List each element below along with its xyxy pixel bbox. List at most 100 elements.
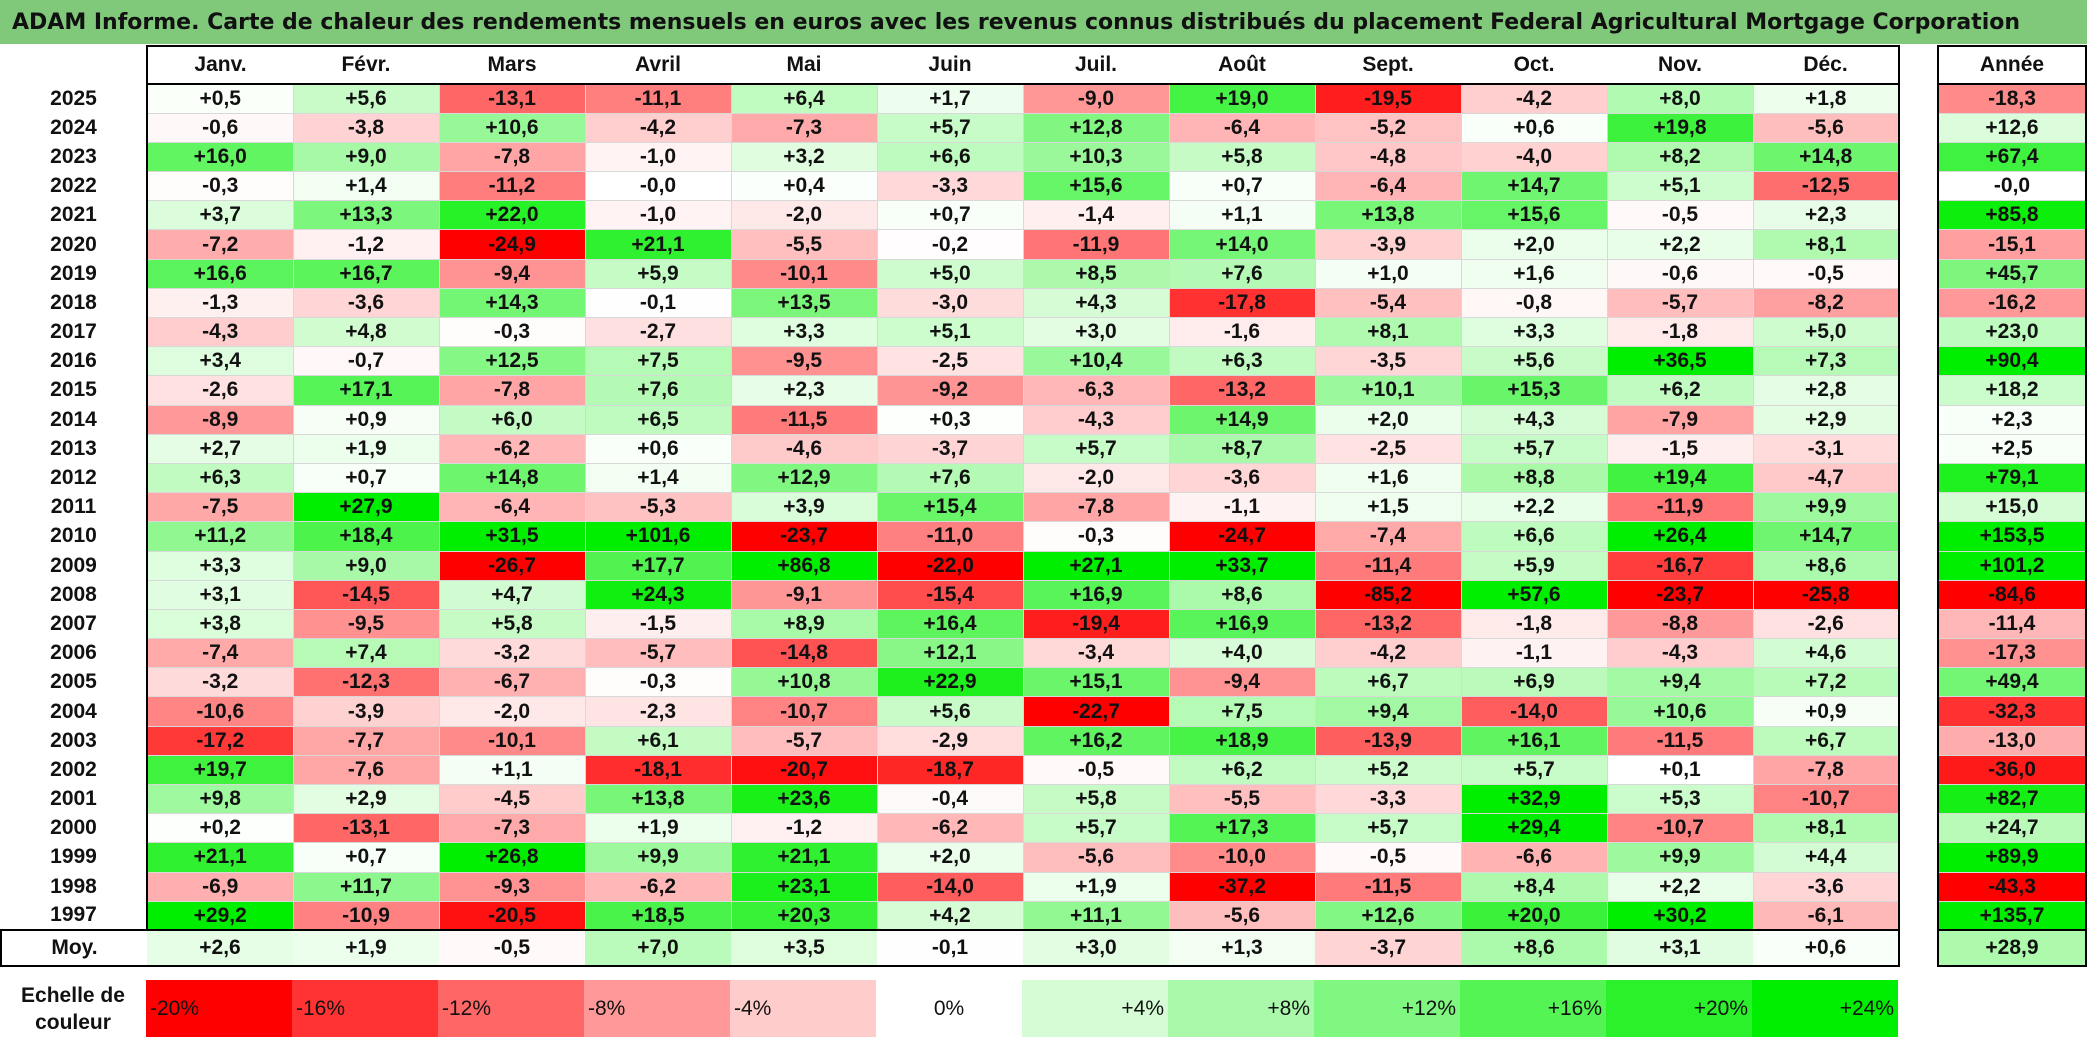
heatmap-cell: -5,4 xyxy=(1314,287,1462,319)
heatmap-cell: -18,7 xyxy=(876,754,1024,786)
heatmap-cell: -3,8 xyxy=(292,112,440,143)
annual-cell: -0,0 xyxy=(1937,171,2087,202)
heatmap-cell: +17,3 xyxy=(1168,813,1316,844)
heatmap-cell: +57,6 xyxy=(1460,579,1608,610)
heatmap-cell: -1,2 xyxy=(730,813,878,844)
heatmap-cell: -5,7 xyxy=(584,638,732,669)
heatmap-cell: -6,4 xyxy=(1168,112,1316,143)
heatmap-cell: -9,4 xyxy=(438,258,586,289)
annual-cell: +2,3 xyxy=(1937,405,2087,435)
heatmap-cell: -16,7 xyxy=(1606,550,1754,581)
heatmap-cell: +0,4 xyxy=(730,171,878,202)
heatmap-cell: +1,5 xyxy=(1314,492,1462,523)
annual-cell: +89,9 xyxy=(1937,842,2087,873)
heatmap-cell: +9,9 xyxy=(1752,492,1900,523)
heatmap-cell: +16,6 xyxy=(146,258,294,289)
heatmap-cell: +3,3 xyxy=(1460,316,1608,348)
heatmap-cell: +5,8 xyxy=(438,608,586,640)
heatmap-cell: +30,2 xyxy=(1606,900,1754,932)
heatmap-cell: -0,2 xyxy=(876,229,1024,260)
heatmap-cell: -10,1 xyxy=(438,725,586,756)
heatmap-cell: -3,6 xyxy=(292,287,440,319)
heatmap-cell: -1,1 xyxy=(1168,492,1316,523)
heatmap-cell: -2,0 xyxy=(438,696,586,727)
year-label: 2014 xyxy=(50,407,97,431)
annual-cell: +82,7 xyxy=(1937,784,2087,815)
heatmap-cell: +11,1 xyxy=(1022,900,1170,932)
color-scale-swatch: 0% xyxy=(876,980,1022,1037)
heatmap-row: 2011 -7,5 +27,9 -6,4 -5,3 +3,9 +15,4 -7,8 -1,1 +1… xyxy=(1,492,1900,523)
monthly-returns-heatmap: Janv. Févr. Mars Avril Mai Juin Juil. Août Sept.… xyxy=(0,45,1900,968)
heatmap-cell: -3,5 xyxy=(1314,346,1462,377)
heatmap-cell: +32,9 xyxy=(1460,783,1608,815)
annual-cell: -32,3 xyxy=(1937,696,2087,727)
heatmap-row: 2009 +3,3 +9,0 -26,7 +17,7 +86,8 -22,0 +27,1 +33… xyxy=(1,550,1900,581)
heatmap-cell: -22,7 xyxy=(1022,696,1170,727)
heatmap-cell: +1,0 xyxy=(1314,258,1462,289)
heatmap-cell: +22,9 xyxy=(876,667,1024,698)
heatmap-cell: -3,3 xyxy=(876,171,1024,202)
heatmap-cell: +2,0 xyxy=(876,842,1024,873)
heatmap-cell: -9,5 xyxy=(292,608,440,640)
heatmap-cell: +1,6 xyxy=(1460,258,1608,289)
heatmap-cell: +6,9 xyxy=(1460,667,1608,698)
annual-cell: +45,7 xyxy=(1937,259,2087,289)
color-scale-label: Echelle de couleur xyxy=(0,980,146,1037)
heatmap-cell: +16,4 xyxy=(876,608,1024,640)
heatmap-cell: -0,8 xyxy=(1460,287,1608,319)
heatmap-cell: +12,5 xyxy=(438,346,586,377)
heatmap-cell: -23,7 xyxy=(1606,579,1754,610)
heatmap-cell: +0,3 xyxy=(876,404,1024,435)
heatmap-cell: -19,5 xyxy=(1314,83,1462,114)
heatmap-cell: +8,2 xyxy=(1606,141,1754,173)
heatmap-cell: -37,2 xyxy=(1168,871,1316,902)
heatmap-row: 2022 -0,3 +1,4 -11,2 -0,0 +0,4 -3,3 +15,6 +0,7 -6… xyxy=(1,171,1900,202)
heatmap-cell: +86,8 xyxy=(730,550,878,581)
heatmap-cell: +0,6 xyxy=(1460,112,1608,143)
heatmap-cell: -7,6 xyxy=(292,754,440,786)
heatmap-cell: -6,2 xyxy=(584,871,732,902)
year-label: 1997 xyxy=(1,901,147,931)
heatmap-cell: +14,9 xyxy=(1168,404,1316,435)
heatmap-cell: +13,8 xyxy=(1314,200,1462,231)
heatmap-cell: +3,9 xyxy=(730,492,878,523)
heatmap-cell: +11,2 xyxy=(146,521,294,552)
heatmap-cell: -3,6 xyxy=(1168,462,1316,494)
heatmap-cell: -2,6 xyxy=(1752,608,1900,640)
heatmap-cell: +3,4 xyxy=(146,346,294,377)
heatmap-cell: -6,4 xyxy=(438,492,586,523)
heatmap-cell: -7,8 xyxy=(1022,492,1170,523)
heatmap-cell: +20,0 xyxy=(1460,900,1608,932)
annual-cell: +153,5 xyxy=(1937,521,2087,552)
heatmap-cell: -11,0 xyxy=(876,521,1024,552)
heatmap-cell: -5,7 xyxy=(730,725,878,756)
heatmap-cell: +6,6 xyxy=(876,141,1024,173)
heatmap-cell: +14,8 xyxy=(438,462,586,494)
heatmap-cell: +0,9 xyxy=(292,404,440,435)
heatmap-cell: -7,4 xyxy=(146,638,294,669)
month-header: Juil. xyxy=(1023,45,1169,85)
heatmap-cell: +5,0 xyxy=(876,258,1024,289)
heatmap-cell: -0,3 xyxy=(1022,521,1170,552)
heatmap-cell: +6,5 xyxy=(584,404,732,435)
heatmap-row: 2004 -10,6 -3,9 -2,0 -2,3 -10,7 +5,6 -22,7 +7,5 +… xyxy=(1,696,1900,727)
heatmap-cell: +2,3 xyxy=(730,375,878,406)
heatmap-cell: -7,4 xyxy=(1314,521,1462,552)
heatmap-cell: -3,1 xyxy=(1752,433,1900,464)
heatmap-cell: -0,3 xyxy=(584,667,732,698)
year-label: 2010 xyxy=(50,524,97,548)
heatmap-cell: -3,3 xyxy=(1314,783,1462,815)
heatmap-cell: +14,8 xyxy=(1752,141,1900,173)
heatmap-cell: +0,6 xyxy=(584,433,732,464)
heatmap-cell: -1,1 xyxy=(1460,638,1608,669)
heatmap-cell: -3,2 xyxy=(438,638,586,669)
heatmap-cell: +0,1 xyxy=(1606,754,1754,786)
heatmap-cell: +9,0 xyxy=(292,550,440,581)
heatmap-cell: -3,4 xyxy=(1022,638,1170,669)
heatmap-cell: -10,9 xyxy=(292,900,440,932)
heatmap-cell: +4,7 xyxy=(438,579,586,610)
heatmap-cell: +20,3 xyxy=(730,900,878,932)
color-scale-swatch: -4% xyxy=(730,980,876,1037)
heatmap-cell: -12,3 xyxy=(292,667,440,698)
heatmap-cell: +5,8 xyxy=(1168,141,1316,173)
